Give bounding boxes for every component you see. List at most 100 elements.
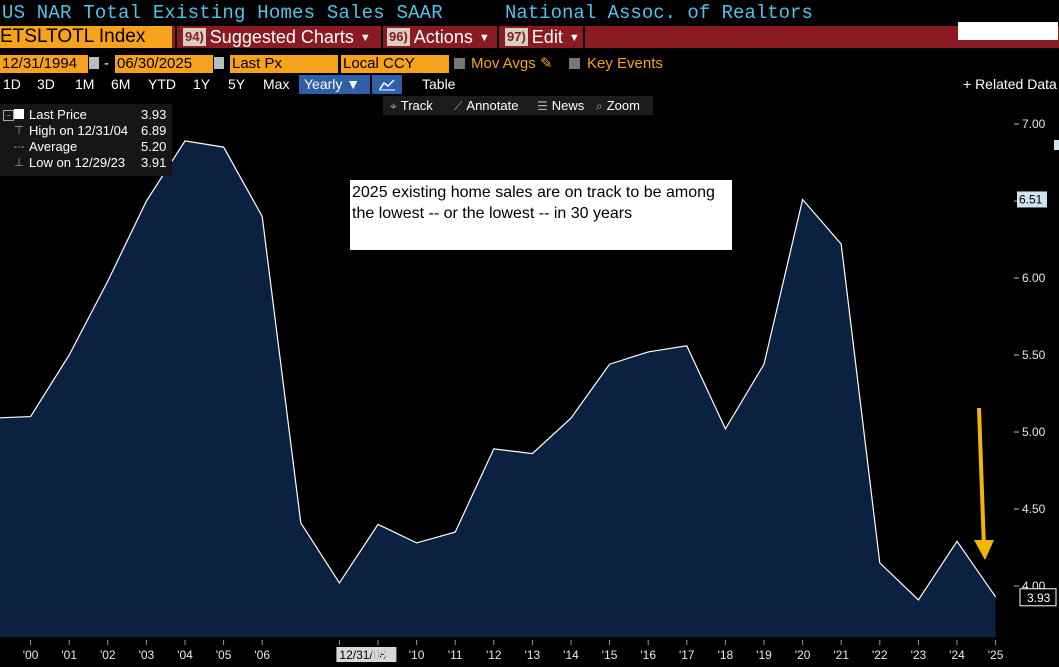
x-tick-label: '23 (911, 648, 927, 662)
field-select[interactable]: Last Px (230, 55, 338, 73)
x-tick-label: '00 (23, 648, 39, 662)
x-tick-label: '09 (370, 648, 386, 662)
x-tick-label: '12 (486, 648, 502, 662)
collapse-icon[interactable]: − (3, 110, 14, 121)
magnifier-icon: ⌕ (596, 99, 603, 113)
related-data-button[interactable]: + Related Data (963, 76, 1057, 92)
last-value-label: 3.93 (1027, 591, 1051, 605)
last-value-box (1019, 588, 1057, 607)
annotation-textbox[interactable]: 2025 existing home sales are on track to… (350, 180, 732, 250)
caret-down-icon: ▼ (568, 32, 580, 44)
x-tick-label: '05 (216, 648, 232, 662)
x-tick-label: '16 (640, 648, 656, 662)
x-tick-label: '24 (949, 648, 965, 662)
x-tick-label: 12/31/08 (339, 648, 386, 662)
frequency-select[interactable]: Yearly ▼ (299, 75, 370, 94)
x-tick-label: '02 (100, 648, 116, 662)
axis-scroll-handle[interactable] (1054, 140, 1059, 150)
menu-label: Edit (531, 27, 563, 47)
x-tick-label: '20 (795, 648, 811, 662)
security-title: US NAR Total Existing Homes Sales SAAR (2, 2, 443, 24)
table-toggle[interactable]: Table (422, 76, 456, 92)
x-tick-label: '03 (139, 648, 155, 662)
period-6m[interactable]: 6M (111, 76, 131, 92)
zoom-tool[interactable]: ⌕ Zoom (596, 98, 640, 113)
key-events-checkbox[interactable] (569, 58, 580, 69)
legend-panel: − Last Price 3.93 ⊤ High on 12/31/04 6.8… (0, 104, 172, 176)
x-tick-label: '22 (872, 648, 888, 662)
average-marker-icon: -·- (13, 141, 25, 153)
start-date-field[interactable]: 12/31/1994 (0, 55, 88, 73)
legend-value: 6.89 (141, 123, 167, 138)
x-tick-label: '10 (409, 648, 425, 662)
end-date-field[interactable]: 06/30/2025 (115, 55, 213, 73)
period-1d[interactable]: 1D (3, 76, 21, 92)
legend-label: Last Price (29, 107, 87, 122)
menu-label: Suggested Charts (209, 27, 354, 47)
x-tick-label: '06 (254, 648, 270, 662)
calendar-icon[interactable] (89, 57, 99, 69)
period-5y[interactable]: 5Y (228, 76, 246, 92)
ticker-field[interactable]: ETSLTOTL Index (0, 26, 172, 48)
legend-label: Low on 12/29/23 (29, 155, 126, 170)
edit-menu[interactable]: 97) Edit ▼ (505, 26, 580, 48)
title-bar (0, 0, 1059, 26)
period-max[interactable]: Max (263, 76, 290, 92)
legend-label: High on 12/31/04 (29, 123, 129, 138)
arrow-shaft (977, 407, 986, 549)
menu-number: 97) (505, 28, 528, 46)
series-area (0, 140, 996, 637)
calendar-icon[interactable] (214, 57, 224, 69)
y-tick-label: 6.00 (1022, 271, 1046, 285)
legend-value: 3.91 (141, 155, 167, 170)
axis-layer: 4.004.505.005.506.006.507.00'00'01'02'03… (23, 117, 1059, 662)
track-tool[interactable]: ⌖ Track (390, 98, 433, 113)
annotation-arrow (974, 407, 994, 560)
menu-label: Actions (413, 27, 473, 47)
crosshair-icon: ⌖ (390, 99, 397, 113)
x-tick-label: '14 (563, 648, 579, 662)
legend-value: 5.20 (141, 139, 167, 154)
mov-avgs-checkbox[interactable] (454, 58, 465, 69)
currency-select[interactable]: Local CCY (341, 55, 449, 73)
menu-bar (0, 26, 1059, 48)
mov-avgs-label: Mov Avgs ✎ (471, 55, 553, 72)
date-marker-box (336, 647, 397, 662)
y-tick-label: 5.00 (1022, 425, 1046, 439)
x-tick-label: '13 (525, 648, 541, 662)
x-tick-label: '19 (756, 648, 772, 662)
pencil-icon[interactable]: ✎ (539, 55, 553, 72)
period-3d[interactable]: 3D (37, 76, 55, 92)
actions-menu[interactable]: 96) Actions ▼ (387, 26, 490, 48)
pen-icon: ⟋ (454, 99, 463, 113)
x-tick-label: '04 (177, 648, 193, 662)
menu-separator (583, 26, 585, 48)
x-tick-label: '11 (448, 648, 463, 662)
command-input[interactable] (958, 22, 1058, 40)
x-tick-label: '01 (61, 648, 77, 662)
menu-separator (381, 26, 383, 48)
source-label: National Assoc. of Realtors (505, 2, 813, 24)
suggested-charts-menu[interactable]: 94) Suggested Charts ▼ (183, 26, 371, 48)
period-ytd[interactable]: YTD (148, 76, 176, 92)
high-marker-icon: ⊤ (14, 125, 24, 137)
menu-separator (497, 26, 499, 48)
news-tool[interactable]: ☰ News (537, 98, 585, 113)
caret-down-icon: ▼ (478, 32, 490, 44)
y-tick-label: 7.00 (1022, 117, 1046, 131)
key-events-label: Key Events (587, 55, 663, 72)
annotate-tool[interactable]: ⟋ Annotate (454, 98, 519, 113)
period-1m[interactable]: 1M (75, 76, 95, 92)
line-chart-icon (379, 79, 395, 91)
line-chart-toggle[interactable] (372, 75, 402, 94)
menu-number: 96) (387, 28, 410, 46)
x-tick-label: '25 (988, 648, 1004, 662)
arrow-head (974, 540, 994, 560)
y-tick-label: 4.50 (1022, 502, 1046, 516)
date-dash: - (104, 55, 109, 72)
period-1y[interactable]: 1Y (193, 76, 211, 92)
marker-value-box (1017, 191, 1047, 208)
legend-value: 3.93 (141, 107, 167, 122)
plot-layer (0, 140, 997, 637)
